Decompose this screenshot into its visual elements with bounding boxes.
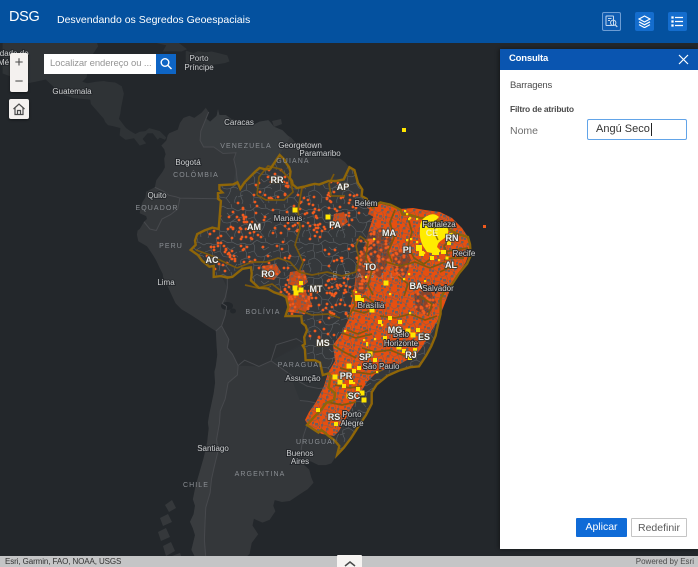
svg-text:MS: MS — [316, 338, 330, 348]
svg-text:PR: PR — [340, 371, 353, 381]
svg-text:VENEZUELA: VENEZUELA — [220, 143, 272, 150]
svg-text:BOLÍVIA: BOLÍVIA — [246, 307, 281, 316]
svg-text:Georgetown: Georgetown — [278, 141, 322, 150]
svg-text:MG: MG — [388, 325, 403, 335]
svg-text:AP: AP — [337, 182, 350, 192]
svg-text:PA: PA — [329, 220, 341, 230]
svg-text:AC: AC — [206, 255, 219, 265]
svg-text:SC: SC — [348, 391, 361, 401]
svg-text:Aires: Aires — [291, 457, 309, 466]
svg-text:BA: BA — [410, 281, 423, 291]
svg-text:ES: ES — [418, 332, 430, 342]
svg-text:ARGENTINA: ARGENTINA — [235, 471, 286, 478]
svg-text:PARAGUAI: PARAGUAI — [278, 362, 322, 369]
svg-text:SP: SP — [359, 352, 371, 362]
svg-text:URUGUAI: URUGUAI — [296, 439, 336, 446]
svg-text:Bogotá: Bogotá — [175, 158, 201, 167]
svg-text:AL: AL — [445, 260, 457, 270]
svg-text:Guatemala: Guatemala — [52, 87, 92, 96]
svg-text:Príncipe: Príncipe — [184, 63, 214, 72]
svg-text:RR: RR — [271, 175, 284, 185]
svg-text:CE: CE — [426, 228, 439, 238]
svg-text:Belo: Belo — [393, 330, 410, 339]
svg-text:Santiago: Santiago — [197, 444, 229, 453]
svg-text:AM: AM — [247, 222, 261, 232]
svg-text:RO: RO — [261, 269, 275, 279]
svg-text:Fortaleza: Fortaleza — [422, 220, 456, 229]
svg-text:MT: MT — [310, 284, 323, 294]
svg-text:TO: TO — [364, 262, 376, 272]
svg-text:Recife: Recife — [453, 249, 476, 258]
svg-text:RS: RS — [328, 412, 341, 422]
svg-text:Assunção: Assunção — [285, 374, 321, 383]
svg-text:RJ: RJ — [405, 350, 417, 360]
svg-text:Quito: Quito — [147, 191, 167, 200]
svg-text:Caracas: Caracas — [224, 118, 254, 127]
svg-text:Brasília: Brasília — [358, 301, 385, 310]
svg-text:Paramaribo: Paramaribo — [299, 149, 341, 158]
svg-text:Horizonte: Horizonte — [384, 339, 419, 348]
svg-text:Porto: Porto — [189, 54, 209, 63]
svg-text:BRASIL: BRASIL — [333, 271, 402, 280]
svg-text:Belém: Belém — [355, 199, 378, 208]
svg-text:PERU: PERU — [159, 243, 183, 250]
svg-text:Salvador: Salvador — [422, 284, 454, 293]
svg-text:CHILE: CHILE — [183, 482, 209, 489]
svg-text:São Paulo: São Paulo — [363, 362, 400, 371]
svg-text:Manaus: Manaus — [274, 214, 302, 223]
svg-text:Alegre: Alegre — [340, 419, 364, 428]
svg-text:Porto: Porto — [342, 410, 362, 419]
svg-text:EQUADOR: EQUADOR — [135, 205, 178, 212]
svg-text:Lima: Lima — [157, 278, 175, 287]
svg-text:PI: PI — [403, 245, 412, 255]
svg-text:RN: RN — [446, 233, 459, 243]
svg-text:MA: MA — [382, 228, 396, 238]
svg-text:COLÔMBIA: COLÔMBIA — [173, 170, 219, 179]
svg-text:Mé: Mé — [0, 58, 10, 67]
svg-text:Buenos: Buenos — [286, 449, 313, 458]
svg-text:GUIANA: GUIANA — [276, 158, 309, 165]
